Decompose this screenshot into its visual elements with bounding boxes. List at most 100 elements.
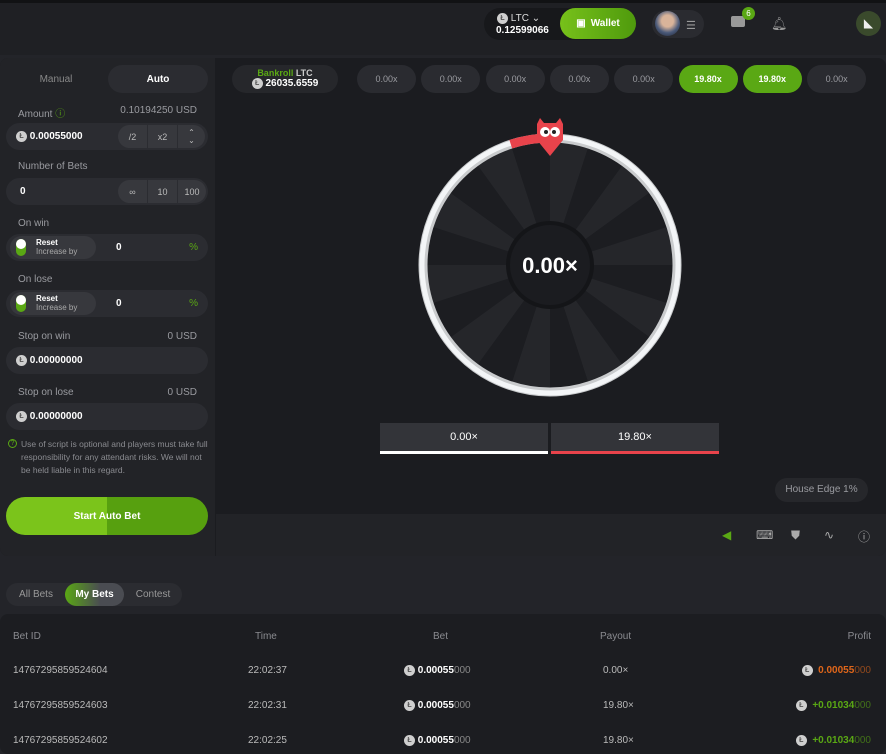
amount-value: 0.00055000	[29, 131, 83, 143]
bankroll-label: Bankroll	[257, 68, 294, 78]
acorn-icon[interactable]: ⛊	[791, 528, 801, 542]
bet-time: 22:02:37	[248, 665, 287, 676]
history-pill: 0.00x	[614, 65, 674, 93]
owl-pointer-icon	[537, 118, 563, 156]
house-edge: House Edge 1%	[775, 478, 868, 502]
result-win: 19.80×	[551, 423, 719, 454]
wallet-label: Wallet	[590, 18, 620, 29]
wallet-button[interactable]: ▣ Wallet	[560, 8, 636, 39]
result-zero: 0.00×	[380, 423, 548, 454]
ltc-coin-icon: Ł	[251, 78, 263, 89]
bankroll-currency: LTC	[295, 68, 313, 78]
ltc-coin-icon: Ł	[795, 735, 807, 746]
ltc-coin-icon: Ł	[16, 131, 27, 142]
keyboard-icon[interactable]: ⌨	[756, 528, 774, 542]
double-button[interactable]: x2	[148, 125, 177, 148]
logo-icon[interactable]: ◣	[856, 11, 881, 36]
stop-win-input[interactable]: Ł 0.00000000	[6, 347, 208, 374]
tab-contest[interactable]: Contest	[135, 589, 171, 600]
increase-label: Increase by	[36, 303, 78, 312]
history-pill: 0.00x	[357, 65, 416, 93]
bet-amount: Ł 0.00055000	[404, 735, 471, 746]
user-menu[interactable]: ☰	[652, 10, 704, 38]
header-payout: Payout	[600, 631, 632, 642]
bets-tabs: All Bets My Bets Contest	[6, 583, 182, 606]
sound-icon[interactable]: ◀	[722, 528, 732, 542]
toggle-switch[interactable]	[16, 239, 26, 256]
ltc-coin-icon: Ł	[404, 665, 415, 676]
stop-win-usd: 0 USD	[167, 331, 197, 342]
bet-payout: 0.00×	[603, 665, 629, 676]
bet-profit: Ł +0.01034000	[795, 700, 871, 711]
history-pill: 0.00x	[421, 65, 481, 93]
bets-label: Number of Bets	[18, 161, 88, 172]
ltc-coin-icon: Ł	[404, 700, 415, 711]
start-auto-bet-button[interactable]: Start Auto Bet	[6, 497, 208, 535]
on-win-value[interactable]: 0	[116, 242, 122, 253]
stop-lose-value: 0.00000000	[29, 411, 83, 423]
on-win-field: Reset Increase by 0 %	[6, 234, 208, 261]
balance: 0.12599066	[496, 25, 549, 36]
history-pill: 0.00x	[485, 65, 545, 93]
top-border	[0, 0, 886, 3]
tab-auto[interactable]: Auto	[108, 65, 208, 93]
bankroll-value: 26035.6559	[265, 78, 319, 90]
bankroll[interactable]: Bankroll LTC Ł 26035.6559	[232, 65, 338, 93]
stop-win-value: 0.00000000	[29, 355, 83, 367]
info-icon: ⓘ	[55, 109, 66, 120]
infinite-button[interactable]: ∞	[118, 180, 147, 203]
header-profit: Profit	[847, 631, 871, 642]
amount-input[interactable]: Ł 0.00055000 /2 x2 ⌃ ⌄	[6, 123, 208, 150]
tab-manual[interactable]: Manual	[39, 73, 73, 85]
toggle-switch[interactable]	[16, 295, 26, 312]
notification-badge: 6	[742, 7, 755, 20]
header	[0, 3, 886, 55]
disclaimer: ? Use of script is optional and players m…	[8, 438, 208, 477]
on-win-toggle[interactable]: Reset Increase by	[10, 236, 96, 259]
bet-controls: Manual Auto Amount ⓘ 0.10194250 USD Ł 0.…	[0, 58, 215, 556]
bet-amount: Ł 0.00055000	[404, 700, 471, 711]
bets-table	[0, 614, 886, 754]
on-lose-value[interactable]: 0	[116, 298, 122, 309]
help-icon[interactable]: ⓘ	[858, 530, 871, 544]
stop-win-label: Stop on win	[18, 331, 71, 342]
hundred-button[interactable]: 100	[178, 180, 206, 203]
bet-time: 22:02:31	[248, 700, 287, 711]
history-pill: 19.80x	[742, 65, 802, 93]
bets-value: 0	[20, 186, 26, 197]
on-lose-field: Reset Increase by 0 %	[6, 290, 208, 317]
header-bet: Bet	[433, 631, 449, 642]
header-bet-id: Bet ID	[13, 631, 41, 642]
chart-icon[interactable]: ∿	[824, 528, 835, 542]
ten-button[interactable]: 10	[148, 180, 177, 203]
history-pill: 0.00x	[807, 65, 867, 93]
wallet-icon: ▣	[576, 18, 586, 29]
mail-icon[interactable]	[731, 16, 745, 27]
stop-lose-usd: 0 USD	[167, 387, 197, 398]
wheel-multiplier: 0.00×	[522, 253, 578, 278]
number-of-bets-input[interactable]: 0 ∞ 10 100	[6, 178, 208, 205]
bet-profit: Ł 0.00055000	[801, 665, 871, 676]
increase-label: Increase by	[36, 247, 78, 256]
ltc-coin-icon: Ł	[16, 411, 27, 422]
currency: LTC	[510, 13, 529, 25]
ltc-coin-icon: Ł	[795, 700, 807, 711]
amount-usd: 0.10194250 USD	[120, 105, 197, 116]
bet-id[interactable]: 14767295859524603	[13, 700, 108, 711]
stepper-icon[interactable]: ⌃ ⌄	[178, 125, 205, 148]
tab-all-bets[interactable]: All Bets	[19, 589, 53, 600]
half-button[interactable]: /2	[118, 125, 147, 148]
bet-payout: 19.80×	[603, 700, 634, 711]
bet-id[interactable]: 14767295859524604	[13, 665, 108, 676]
history-pill: 0.00x	[549, 65, 609, 93]
stop-lose-input[interactable]: Ł 0.00000000	[6, 403, 208, 430]
bet-time: 22:02:25	[248, 735, 287, 746]
avatar	[655, 11, 680, 36]
bet-id[interactable]: 14767295859524602	[13, 735, 108, 746]
on-lose-toggle[interactable]: Reset Increase by	[10, 292, 96, 315]
bell-icon[interactable]: 🔔︎	[771, 16, 788, 31]
header-time: Time	[255, 631, 277, 642]
bet-profit: Ł +0.01034000	[795, 735, 871, 746]
tab-my-bets[interactable]: My Bets	[65, 583, 124, 606]
on-win-label: On win	[18, 218, 50, 229]
